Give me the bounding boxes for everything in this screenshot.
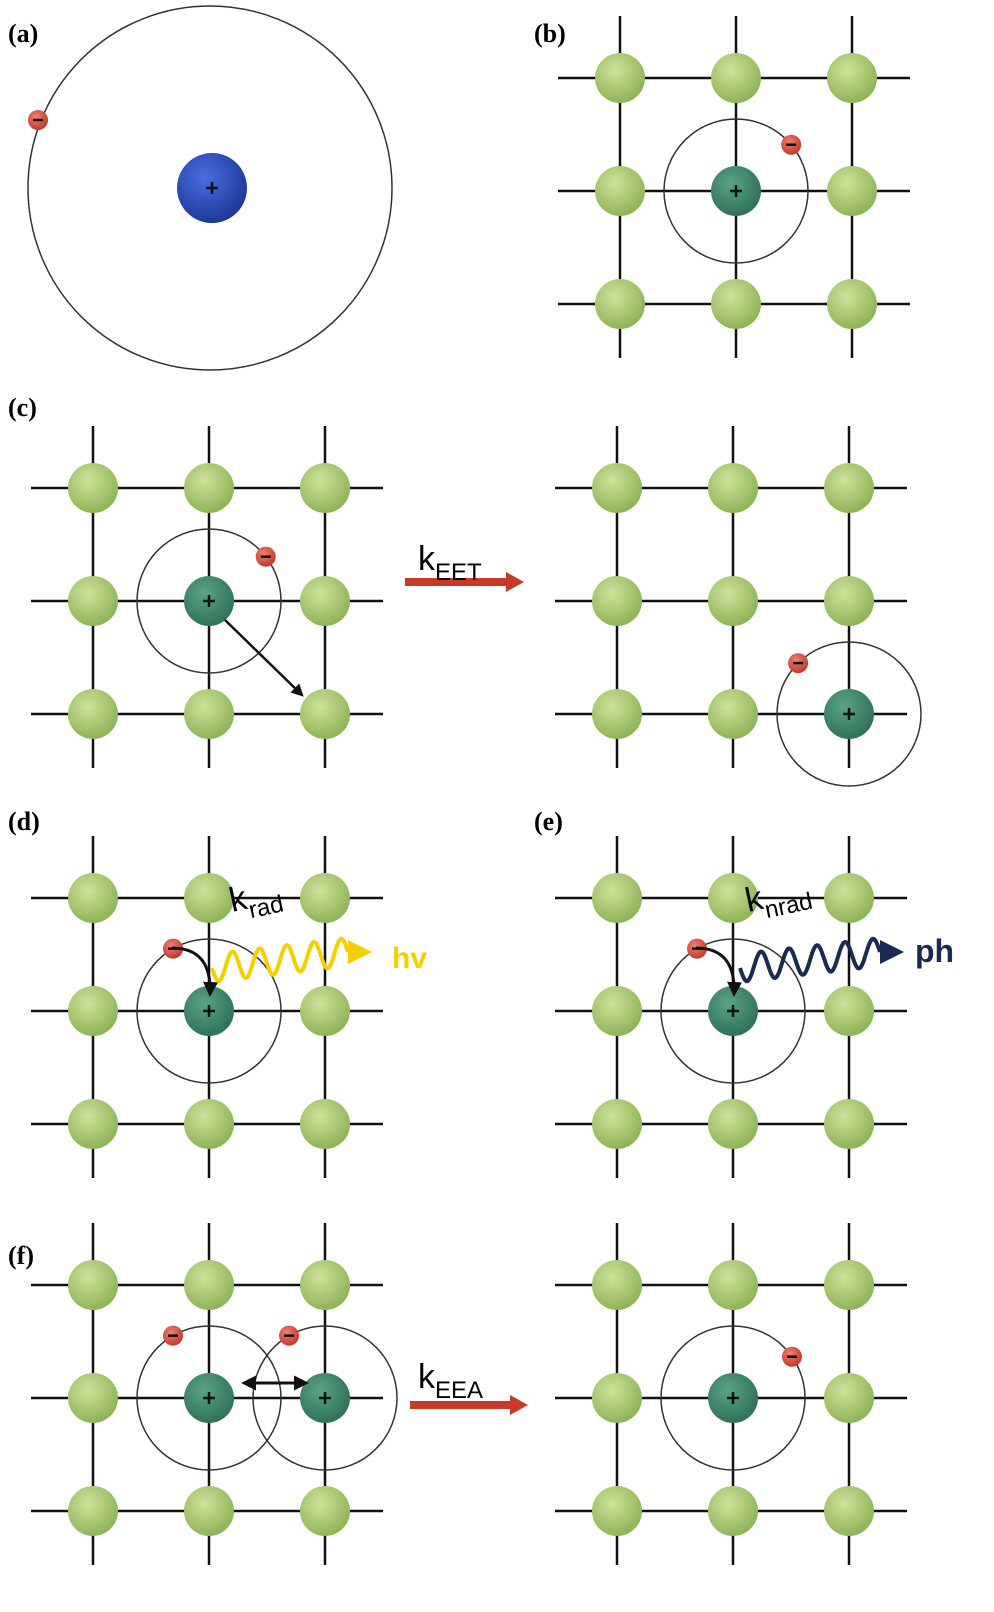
lattice-atom [827, 279, 877, 329]
emission-wave [212, 939, 348, 981]
figure: (a) (b) (c) (d) (e) (f) kEET krad knrad … [0, 0, 994, 1612]
lattice-atom [708, 576, 758, 626]
lattice-atom [824, 1260, 874, 1310]
lattice-atom [592, 1373, 642, 1423]
lattice-atom [300, 463, 350, 513]
lattice-atom [592, 689, 642, 739]
lattice-atom [300, 873, 350, 923]
lattice-atom [68, 576, 118, 626]
lattice-atom [711, 53, 761, 103]
lattice-atom [184, 1260, 234, 1310]
lattice-atom [592, 1486, 642, 1536]
lattice-atom [300, 689, 350, 739]
rate-label: knrad [742, 869, 815, 928]
rate-subscript: nrad [762, 888, 815, 924]
lattice-atom [824, 1486, 874, 1536]
rate-subscript: EEA [435, 1377, 483, 1404]
lattice-atom [184, 463, 234, 513]
panel-label: (a) [8, 19, 38, 48]
transfer-arrow [225, 620, 302, 695]
lattice-atom [708, 1099, 758, 1149]
panel-label: (b) [534, 19, 566, 48]
lattice-atom [300, 1486, 350, 1536]
lattice-atom [711, 279, 761, 329]
lattice-atom [595, 53, 645, 103]
lattice-atom [68, 463, 118, 513]
rate-label: kEEA [418, 1358, 483, 1404]
lattice-atom [592, 873, 642, 923]
lattice-atom [592, 1099, 642, 1149]
lattice-atom [300, 1260, 350, 1310]
lattice-atom [595, 279, 645, 329]
rate-arrow-head [510, 1395, 528, 1415]
lattice-atom [68, 1373, 118, 1423]
lattice-atom [184, 1099, 234, 1149]
rate-arrow-head [506, 572, 524, 592]
lattice-atom [827, 53, 877, 103]
rate-symbol: k [418, 540, 436, 578]
phonon-label: ph [915, 933, 954, 969]
rate-symbol: k [418, 1358, 436, 1396]
rate-subscript: rad [246, 890, 286, 924]
lattice-atom [824, 576, 874, 626]
lattice-atom [68, 986, 118, 1036]
lattice-atom [68, 1486, 118, 1536]
photon-label: hv [392, 942, 427, 975]
lattice-atom [68, 1099, 118, 1149]
lattice-atom [184, 689, 234, 739]
lattice-atom [824, 1373, 874, 1423]
lattice-atom [824, 986, 874, 1036]
lattice-atom [592, 986, 642, 1036]
panel-label: (e) [534, 807, 563, 836]
lattice-atom [300, 1099, 350, 1149]
rate-subscript: EET [435, 559, 482, 586]
lattice-atom [592, 1260, 642, 1310]
lattice-atom [184, 1486, 234, 1536]
lattice-atom [824, 873, 874, 923]
lattice-atom [708, 1260, 758, 1310]
panel-label: (c) [8, 393, 37, 422]
lattice-atom [300, 986, 350, 1036]
lattice-atom [595, 166, 645, 216]
emission-head [348, 940, 372, 964]
panel-label: (d) [8, 807, 40, 836]
lattice-atom [68, 1260, 118, 1310]
lattice-atom [824, 1099, 874, 1149]
lattice-atom [708, 463, 758, 513]
lattice-atom [592, 463, 642, 513]
lattice-atom [68, 873, 118, 923]
lattice-atom [827, 166, 877, 216]
panel-label: (f) [8, 1241, 34, 1270]
lattice-atom [300, 576, 350, 626]
lattice-atom [68, 689, 118, 739]
lattice-atom [824, 463, 874, 513]
emission-head [880, 940, 904, 964]
lattice-atom [184, 873, 234, 923]
rate-label: krad [226, 872, 286, 928]
lattice-atom [592, 576, 642, 626]
lattice-atom [708, 689, 758, 739]
lattice-atom [708, 1486, 758, 1536]
